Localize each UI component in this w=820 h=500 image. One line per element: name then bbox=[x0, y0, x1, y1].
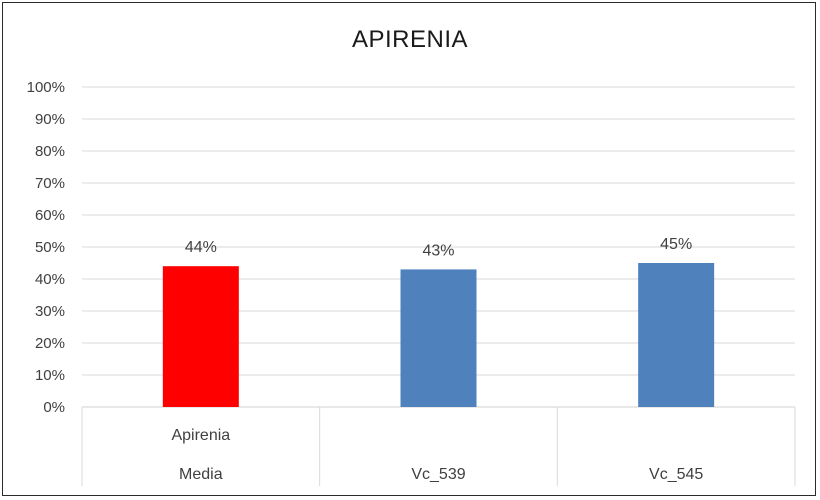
y-tick-label: 20% bbox=[35, 335, 65, 352]
y-tick-label: 60% bbox=[35, 207, 65, 224]
data-label: 43% bbox=[422, 242, 454, 259]
y-tick-label: 40% bbox=[35, 271, 65, 288]
y-tick-label: 10% bbox=[35, 367, 65, 384]
y-tick-label: 90% bbox=[35, 111, 65, 128]
bar bbox=[162, 266, 239, 407]
category-group-label: Apirenia bbox=[171, 427, 230, 444]
y-tick-label: 80% bbox=[35, 143, 65, 160]
bar bbox=[400, 269, 477, 407]
bar bbox=[638, 263, 715, 407]
category-label: Vc_539 bbox=[411, 466, 465, 483]
y-tick-label: 30% bbox=[35, 303, 65, 320]
chart-title: APIRENIA bbox=[351, 26, 469, 53]
data-label: 44% bbox=[185, 239, 217, 256]
category-label: Vc_545 bbox=[649, 466, 703, 483]
data-label: 45% bbox=[660, 236, 692, 253]
y-tick-label: 0% bbox=[43, 399, 65, 416]
y-tick-label: 50% bbox=[35, 239, 65, 256]
y-tick-label: 70% bbox=[35, 175, 65, 192]
category-label: Media bbox=[179, 466, 223, 483]
y-tick-label: 100% bbox=[27, 79, 65, 96]
